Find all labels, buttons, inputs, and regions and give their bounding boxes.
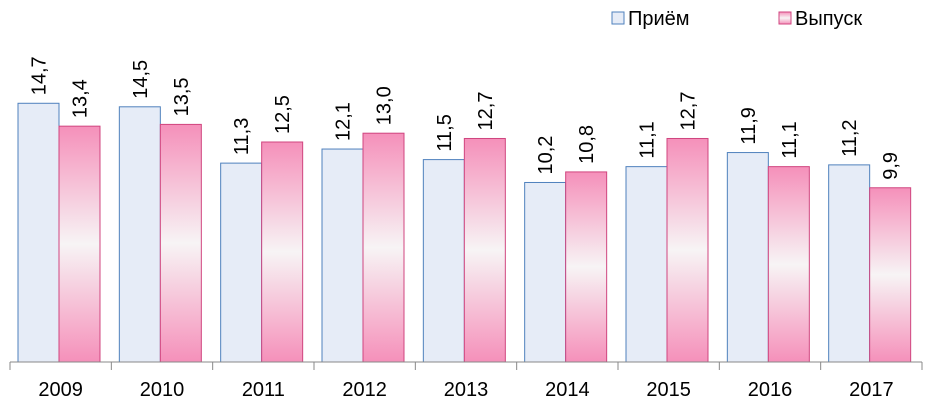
data-label: 12,1	[333, 102, 355, 141]
bar	[767, 166, 810, 363]
x-tick-label: 2016	[748, 379, 793, 401]
bar	[524, 181, 567, 363]
bar	[828, 164, 871, 363]
data-label: 13,0	[374, 86, 396, 125]
data-label: 9,9	[880, 152, 902, 180]
x-tick-label: 2009	[38, 379, 83, 401]
data-label: 11,2	[839, 119, 861, 156]
data-label: 10,8	[576, 125, 598, 164]
x-tick-label: 2010	[140, 379, 185, 401]
bar	[17, 102, 60, 363]
data-label: 11,3	[231, 118, 253, 155]
legend-swatch	[778, 11, 792, 25]
legend-label: Выпуск	[795, 8, 862, 30]
data-label: 12,7	[678, 92, 700, 131]
bar	[362, 132, 405, 363]
bar	[565, 171, 608, 363]
data-label: 12,7	[475, 92, 497, 131]
bar	[58, 125, 101, 363]
bar	[726, 152, 769, 363]
data-label: 13,4	[70, 79, 92, 118]
x-tick-label: 2014	[545, 379, 590, 401]
legend-swatch	[611, 11, 625, 25]
bar	[118, 106, 161, 363]
data-label: 14,7	[29, 56, 51, 95]
data-label: 11,1	[779, 121, 801, 158]
x-tick-label: 2011	[242, 379, 285, 401]
bar	[463, 137, 506, 363]
bar	[869, 187, 912, 363]
x-tick-label: 2015	[646, 379, 691, 401]
data-label: 12,5	[272, 95, 294, 134]
data-label: 11,5	[434, 114, 456, 151]
data-label: 13,5	[171, 77, 193, 116]
x-tick-label: 2012	[342, 379, 387, 401]
bar	[666, 137, 709, 363]
x-tick-label: 2013	[444, 379, 489, 401]
bar	[422, 159, 465, 363]
bar	[220, 162, 263, 363]
legend-label: Приём	[628, 8, 690, 30]
data-label: 11,9	[738, 107, 760, 144]
data-label: 10,2	[535, 136, 557, 175]
bar	[625, 166, 668, 363]
bar	[159, 123, 202, 363]
bar	[321, 148, 364, 363]
data-label: 11,1	[637, 121, 659, 158]
x-tick-label: 2017	[849, 379, 894, 401]
data-label: 14,5	[130, 60, 152, 99]
bar	[261, 141, 304, 363]
